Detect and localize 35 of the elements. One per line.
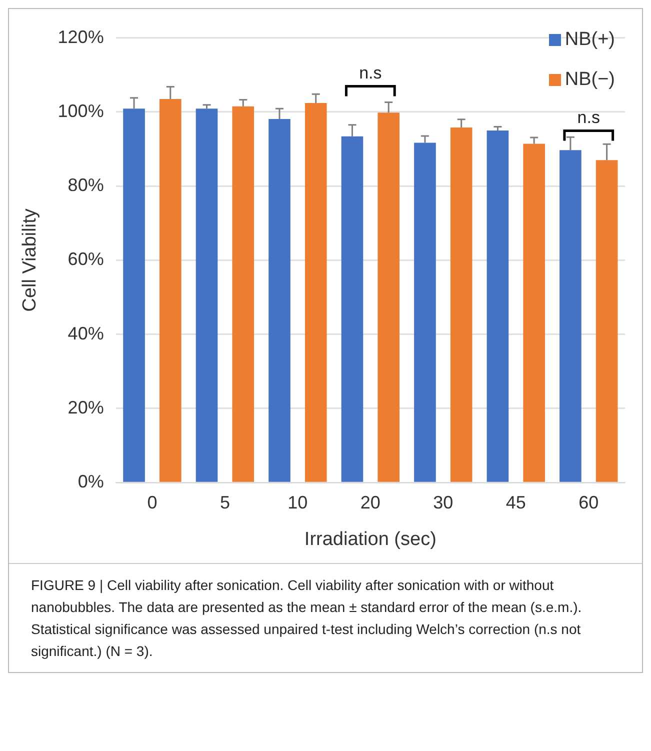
x-tick-label: 60 — [578, 492, 599, 512]
bar — [159, 98, 182, 482]
x-tick-label: 30 — [433, 492, 454, 512]
annotation: n.s — [577, 108, 600, 127]
bar — [268, 118, 290, 482]
y-tick-label: 60% — [68, 249, 104, 270]
bar — [232, 106, 254, 482]
x-axis-title: Irradiation (sec) — [304, 528, 436, 550]
legend-label: NB(−) — [564, 69, 615, 91]
x-tick-label: 5 — [220, 492, 230, 512]
annotation: n.s — [359, 63, 382, 82]
bar — [304, 103, 327, 482]
legend-label: NB(+) — [564, 29, 615, 51]
caption: FIGURE 9 | Cell viability after sonication. Cell viability after sonication with or without nanobubbles. The data are presented as the mean ± standard error of the mean (s.e.m.). Statistical significance was assessed unpaired t-test including Welch’s correction (n.s not significant.) (N = 3). — [9, 563, 642, 672]
bar — [196, 108, 218, 482]
x-tick-label: 20 — [360, 492, 380, 512]
y-tick-label: 40% — [68, 323, 104, 344]
bar — [341, 136, 364, 482]
bar — [560, 150, 582, 482]
y-tick-label: 120% — [58, 26, 104, 47]
bar — [414, 142, 436, 482]
x-tick-label: 10 — [288, 492, 308, 512]
y-tick-label: 100% — [58, 100, 104, 121]
y-tick-label: 20% — [68, 397, 104, 418]
bar — [123, 108, 145, 482]
bar — [378, 112, 400, 482]
y-tick-label: 80% — [68, 175, 104, 196]
bar — [450, 128, 472, 482]
x-tick-label: 45 — [506, 492, 526, 512]
y-axis-title: Cell Viability — [20, 208, 41, 312]
y-tick-label: 0% — [78, 472, 104, 492]
bar — [523, 144, 545, 482]
x-tick-label: 0 — [147, 492, 158, 512]
bar — [596, 160, 618, 482]
bar — [486, 130, 509, 482]
